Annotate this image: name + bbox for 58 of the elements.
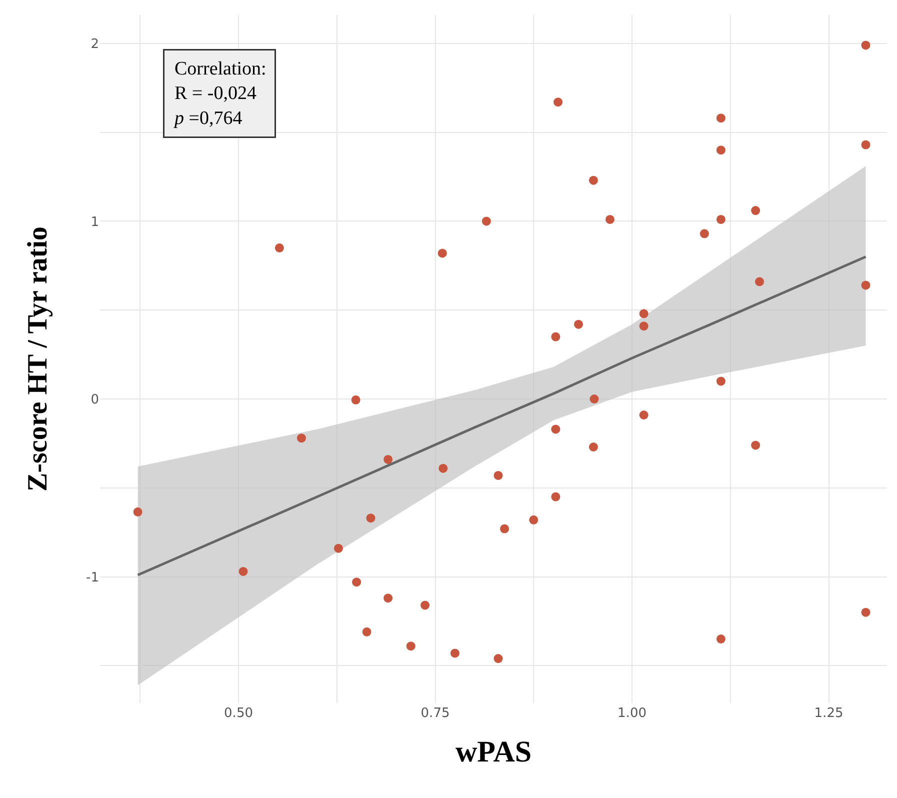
x-tick-label: 0.50 [224, 706, 253, 721]
point [590, 394, 599, 404]
point [716, 634, 726, 644]
point [482, 216, 491, 226]
x-tick-label: 0.75 [420, 706, 450, 721]
point [438, 464, 448, 473]
point [334, 544, 343, 553]
point [406, 642, 416, 651]
point [751, 440, 760, 450]
point [494, 470, 503, 480]
x-tick-label: 1.00 [618, 706, 646, 721]
point [861, 140, 870, 150]
point [296, 434, 306, 443]
point [352, 578, 362, 587]
point [384, 594, 393, 603]
point [716, 376, 726, 386]
point [716, 214, 726, 224]
point [605, 214, 614, 224]
point [639, 410, 648, 420]
point [366, 514, 376, 523]
point [588, 442, 598, 452]
point [450, 648, 460, 658]
line-series [136, 256, 867, 576]
annotation: Correlation: R = -0,024 p =0,764 [172, 58, 266, 129]
point [861, 280, 870, 290]
y-tick-label: 2 [90, 36, 99, 52]
y-axis-title: Z-score HT / Tyr ratio [22, 226, 54, 492]
point [274, 243, 284, 252]
y-tick-label: 1 [90, 214, 99, 230]
point [238, 566, 248, 576]
point [755, 277, 764, 286]
point [716, 114, 726, 123]
point [639, 309, 648, 318]
point [438, 248, 447, 258]
point [861, 40, 870, 50]
point [420, 600, 430, 610]
point [494, 654, 503, 664]
point [588, 176, 598, 185]
y-tick-label: 0 [90, 392, 99, 408]
point [639, 322, 648, 331]
x-axis-title: wPAS [455, 736, 532, 768]
point [861, 608, 870, 617]
point [384, 454, 393, 464]
point [500, 524, 510, 534]
point [529, 515, 538, 524]
x-tick-label: 1.25 [814, 706, 844, 721]
point [751, 206, 760, 216]
point [362, 627, 372, 636]
point [574, 320, 583, 329]
point [551, 492, 560, 502]
y-tick-label: -1 [86, 570, 99, 586]
point [551, 424, 560, 434]
point [551, 332, 560, 342]
point [700, 229, 709, 238]
point [133, 507, 142, 516]
point [554, 98, 563, 107]
point [351, 395, 360, 404]
point [716, 146, 726, 155]
